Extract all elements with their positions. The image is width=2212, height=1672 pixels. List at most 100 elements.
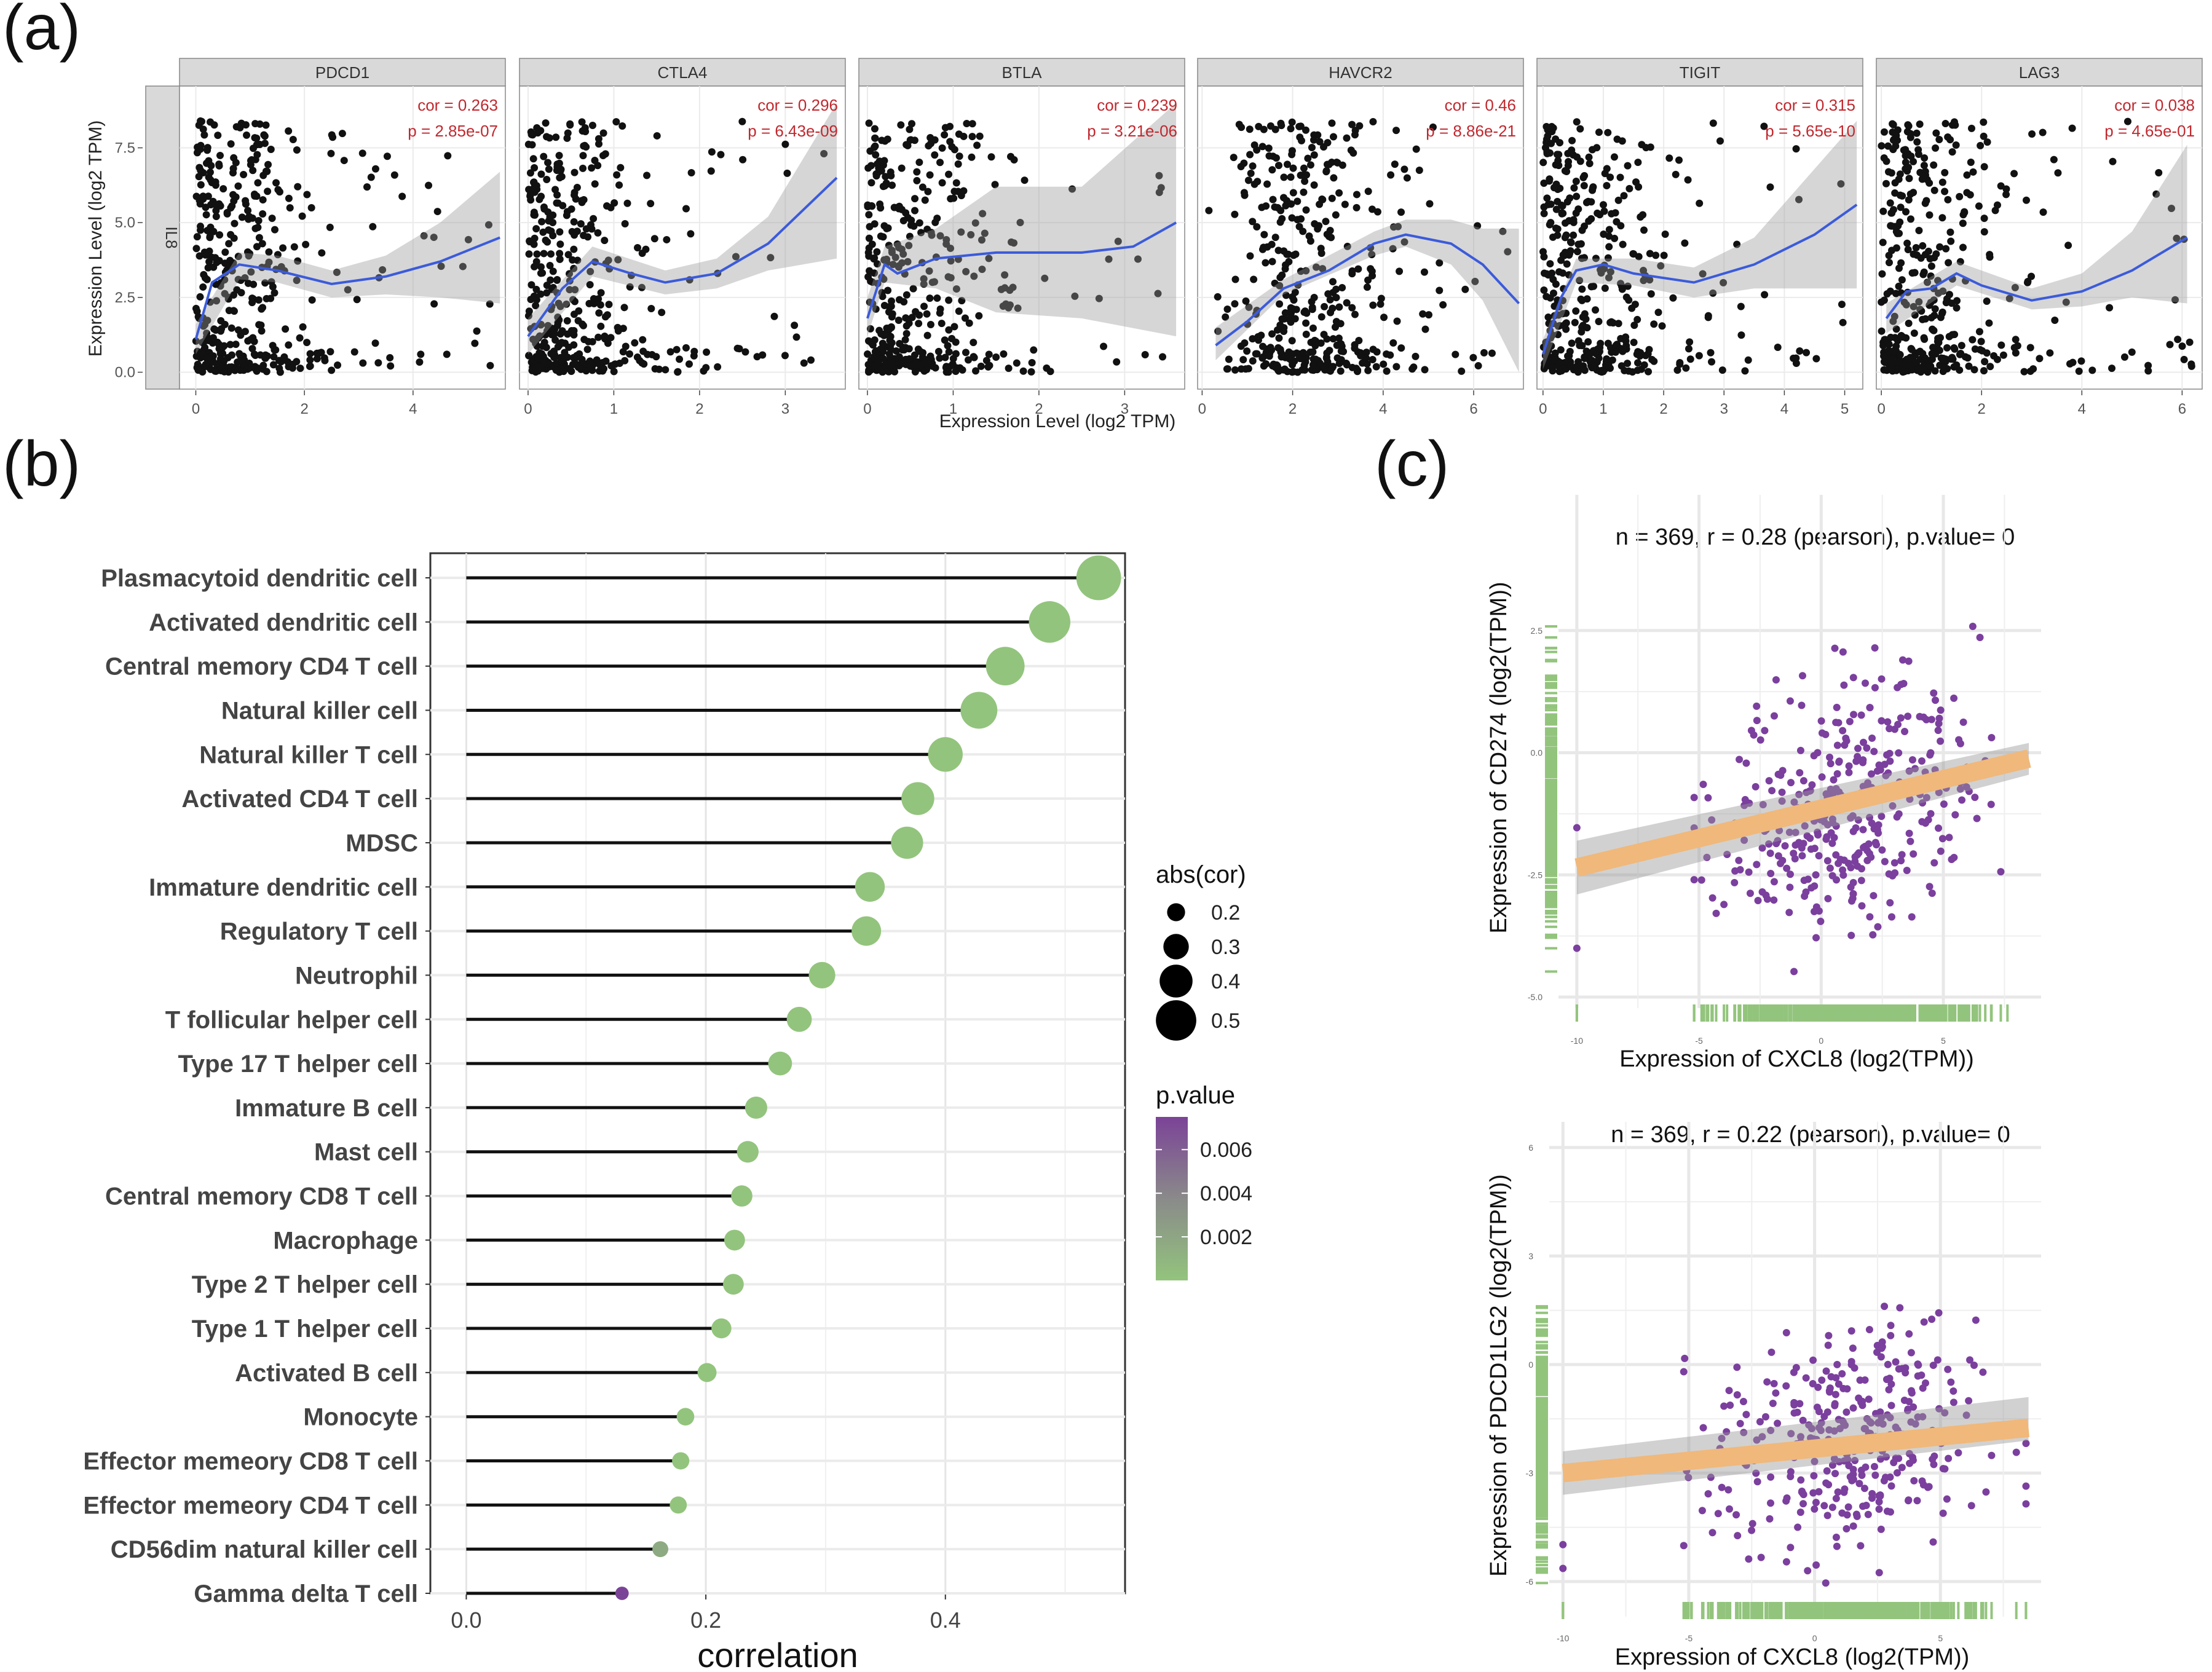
data-point bbox=[682, 205, 690, 213]
data-point bbox=[1956, 739, 1964, 747]
data-point bbox=[570, 331, 578, 339]
data-point bbox=[298, 212, 306, 220]
data-point bbox=[263, 368, 271, 376]
data-point bbox=[215, 345, 223, 353]
data-point bbox=[286, 204, 294, 212]
data-point bbox=[1790, 850, 1798, 858]
data-point bbox=[1812, 934, 1820, 942]
data-point bbox=[328, 366, 336, 374]
data-point bbox=[1786, 883, 1794, 891]
data-point bbox=[767, 254, 775, 262]
data-point bbox=[374, 359, 382, 367]
data-point bbox=[1988, 734, 1996, 742]
data-point bbox=[1930, 859, 1938, 867]
data-point bbox=[1798, 701, 1806, 709]
data-point bbox=[211, 326, 219, 334]
data-point bbox=[1835, 757, 1843, 765]
data-point bbox=[1708, 894, 1716, 902]
data-point bbox=[1799, 777, 1807, 785]
data-point bbox=[585, 337, 593, 345]
data-point bbox=[1745, 1555, 1753, 1563]
data-point bbox=[1823, 1467, 1831, 1475]
data-point bbox=[564, 251, 572, 259]
data-point bbox=[227, 324, 235, 332]
data-point bbox=[552, 133, 560, 141]
data-point bbox=[1770, 712, 1778, 720]
data-point bbox=[197, 141, 205, 149]
data-point bbox=[1720, 1402, 1728, 1410]
data-point bbox=[717, 151, 725, 159]
data-point bbox=[753, 353, 761, 361]
data-point bbox=[1748, 1526, 1756, 1534]
data-point bbox=[367, 173, 375, 181]
facet-strip bbox=[519, 58, 846, 87]
x-axis-title: Expression Level (log2 TPM) bbox=[939, 411, 1176, 432]
data-point bbox=[1909, 1456, 1917, 1464]
data-point bbox=[249, 144, 257, 152]
y-tick-label: -2.5 bbox=[1528, 870, 1542, 880]
data-point bbox=[595, 309, 603, 317]
data-point bbox=[1797, 1476, 1805, 1484]
data-point bbox=[1708, 1529, 1716, 1537]
data-point bbox=[1916, 712, 1924, 720]
data-point bbox=[430, 234, 438, 242]
data-point bbox=[1845, 768, 1853, 776]
data-point bbox=[714, 363, 722, 371]
data-point bbox=[215, 200, 223, 208]
data-point bbox=[247, 336, 255, 344]
data-point bbox=[1833, 770, 1841, 778]
data-point bbox=[1794, 1523, 1802, 1531]
data-point bbox=[591, 180, 599, 188]
x-tick-label: 0 bbox=[192, 401, 200, 417]
data-point bbox=[1838, 1370, 1846, 1378]
data-point bbox=[582, 367, 590, 375]
data-point bbox=[390, 171, 398, 179]
data-point bbox=[570, 264, 578, 272]
data-point bbox=[1724, 1486, 1732, 1494]
data-point bbox=[1748, 1520, 1756, 1528]
data-point bbox=[591, 157, 599, 165]
data-point bbox=[1878, 675, 1886, 683]
data-point bbox=[238, 213, 246, 221]
data-point bbox=[587, 267, 594, 275]
data-point bbox=[1778, 788, 1786, 796]
data-point bbox=[1873, 826, 1881, 834]
data-point bbox=[1905, 1496, 1913, 1504]
data-point bbox=[1573, 944, 1581, 952]
data-point bbox=[673, 345, 681, 353]
data-point bbox=[229, 191, 237, 199]
data-point bbox=[554, 314, 562, 321]
facet-strip-label: PDCD1 bbox=[315, 63, 369, 82]
data-point bbox=[1849, 674, 1857, 682]
data-point bbox=[216, 151, 224, 159]
data-point bbox=[581, 124, 589, 132]
x-tick-label: 2 bbox=[695, 401, 703, 417]
data-point bbox=[655, 365, 663, 373]
data-point bbox=[247, 157, 255, 165]
data-point bbox=[230, 197, 238, 205]
data-point bbox=[2012, 1448, 2020, 1456]
data-point bbox=[1746, 889, 1754, 897]
data-point bbox=[1937, 737, 1945, 745]
data-point bbox=[1787, 1544, 1795, 1552]
data-point bbox=[1967, 1502, 1975, 1510]
data-point bbox=[1862, 1463, 1870, 1471]
data-point bbox=[1887, 1482, 1895, 1490]
data-point bbox=[1806, 834, 1814, 842]
data-point bbox=[225, 240, 233, 248]
data-point bbox=[1831, 1470, 1839, 1478]
data-point bbox=[307, 204, 315, 212]
data-point bbox=[1820, 1502, 1828, 1510]
data-point bbox=[1887, 1331, 1895, 1339]
data-point bbox=[227, 140, 235, 148]
data-point bbox=[1934, 727, 1942, 735]
data-point bbox=[1878, 846, 1886, 854]
data-point bbox=[527, 130, 535, 138]
data-point bbox=[1573, 824, 1581, 832]
data-point bbox=[1752, 783, 1760, 791]
data-point bbox=[583, 345, 591, 353]
data-point bbox=[653, 132, 661, 140]
data-point bbox=[1768, 787, 1776, 795]
data-point bbox=[1843, 1385, 1851, 1393]
data-point bbox=[261, 132, 269, 140]
